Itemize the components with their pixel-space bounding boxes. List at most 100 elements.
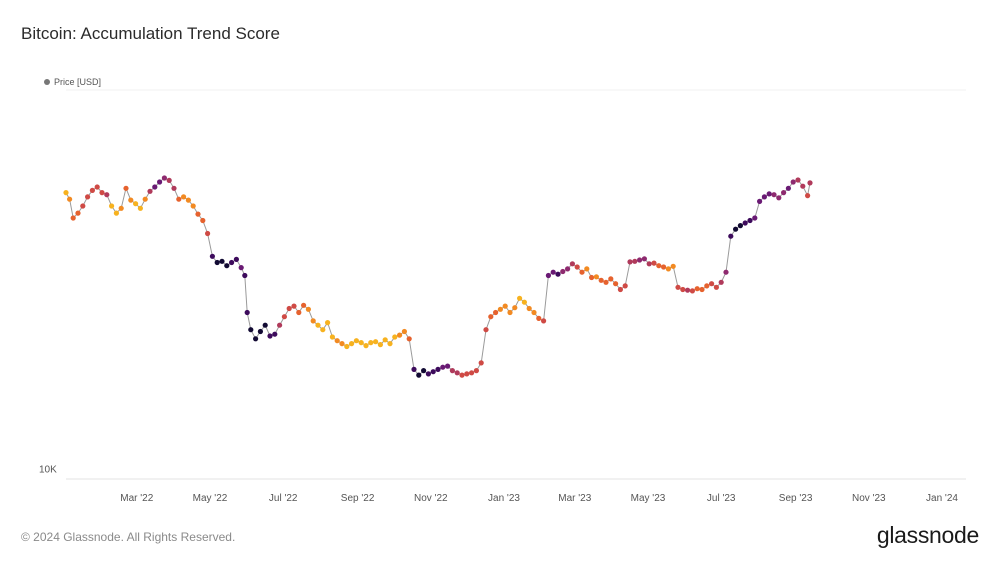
price-point xyxy=(449,368,455,374)
price-point xyxy=(257,328,263,335)
price-point xyxy=(133,201,139,207)
x-tick-label: Sep '22 xyxy=(341,493,375,504)
price-point xyxy=(397,332,403,338)
price-point xyxy=(512,305,518,311)
price-point xyxy=(425,371,431,377)
y-axis-ticks: 10K xyxy=(39,464,57,475)
price-point xyxy=(214,259,220,266)
price-point xyxy=(377,342,383,348)
x-tick-label: Sep '23 xyxy=(779,493,813,504)
price-point xyxy=(200,217,206,224)
price-point xyxy=(315,322,321,328)
price-point xyxy=(502,303,508,309)
price-point xyxy=(185,197,191,203)
price-point xyxy=(493,309,499,316)
price-point xyxy=(613,281,619,287)
price-point xyxy=(550,269,556,275)
price-point xyxy=(569,261,576,267)
price-point xyxy=(689,288,696,294)
price-point xyxy=(85,194,91,200)
price-point xyxy=(747,217,753,224)
price-point xyxy=(478,360,484,366)
price-point xyxy=(536,315,542,321)
price-point xyxy=(483,327,489,333)
price-point xyxy=(89,187,95,193)
price-point xyxy=(694,286,700,292)
copyright-text: © 2024 Glassnode. All Rights Reserved. xyxy=(21,530,236,544)
price-line xyxy=(65,177,811,376)
price-point xyxy=(781,190,787,196)
x-tick-label: May '23 xyxy=(631,493,666,504)
x-tick-label: Jul '22 xyxy=(269,493,298,504)
price-point xyxy=(469,370,475,376)
price-point xyxy=(205,230,211,237)
price-point xyxy=(473,368,479,374)
price-point xyxy=(267,333,273,339)
legend[interactable]: Price [USD] xyxy=(44,77,101,87)
price-point xyxy=(541,318,547,324)
price-point xyxy=(507,309,513,316)
price-point xyxy=(363,343,369,349)
price-point xyxy=(766,191,772,197)
price-point xyxy=(244,309,250,316)
price-point xyxy=(435,366,441,372)
price-point xyxy=(67,196,73,202)
price-point xyxy=(344,343,350,350)
price-point xyxy=(416,372,422,378)
price-point xyxy=(123,185,129,191)
price-point xyxy=(171,185,177,191)
price-point xyxy=(752,215,758,221)
price-point xyxy=(253,336,259,342)
price-point xyxy=(805,193,811,199)
price-point xyxy=(646,261,652,267)
x-axis-ticks: Mar '22 May '22 Jul '22 Sep '22 Nov '22 Jan '… xyxy=(120,493,958,504)
price-point xyxy=(421,368,427,374)
price-point xyxy=(560,268,566,275)
price-point xyxy=(310,318,316,324)
price-point xyxy=(382,337,388,343)
price-point xyxy=(526,305,532,312)
price-point xyxy=(617,286,624,293)
legend-dot-icon xyxy=(44,79,50,85)
price-point xyxy=(723,269,729,275)
price-point xyxy=(368,340,374,346)
price-point xyxy=(94,184,100,190)
price-point xyxy=(349,341,355,347)
price-point xyxy=(718,279,724,285)
price-point xyxy=(63,190,69,196)
price-points xyxy=(63,175,813,378)
price-point xyxy=(699,286,705,293)
price-point xyxy=(459,372,465,378)
price-point xyxy=(771,192,777,198)
price-point xyxy=(454,370,460,376)
x-tick-label: Jan '23 xyxy=(488,493,520,504)
price-point xyxy=(75,210,81,216)
price-point xyxy=(128,197,134,203)
price-point xyxy=(142,196,148,202)
price-point xyxy=(161,175,167,181)
price-point xyxy=(406,336,412,342)
price-point xyxy=(579,269,585,275)
price-point xyxy=(325,320,331,326)
price-point xyxy=(387,341,393,347)
price-point xyxy=(637,257,643,263)
price-point xyxy=(411,366,417,372)
price-point xyxy=(521,299,528,305)
price-point xyxy=(262,322,268,328)
price-point xyxy=(445,363,451,369)
price-point xyxy=(593,274,600,280)
legend-label: Price [USD] xyxy=(54,77,102,87)
price-point xyxy=(574,264,580,270)
price-point xyxy=(661,264,667,270)
price-point xyxy=(157,179,163,185)
price-point xyxy=(176,196,182,202)
price-point xyxy=(713,284,720,290)
price-point xyxy=(608,276,614,282)
x-tick-label: Nov '23 xyxy=(852,493,886,504)
price-point xyxy=(675,284,681,290)
price-point xyxy=(296,309,302,316)
price-point xyxy=(329,334,335,340)
price-point xyxy=(166,177,172,183)
price-point xyxy=(795,177,801,183)
price-point xyxy=(584,266,590,272)
